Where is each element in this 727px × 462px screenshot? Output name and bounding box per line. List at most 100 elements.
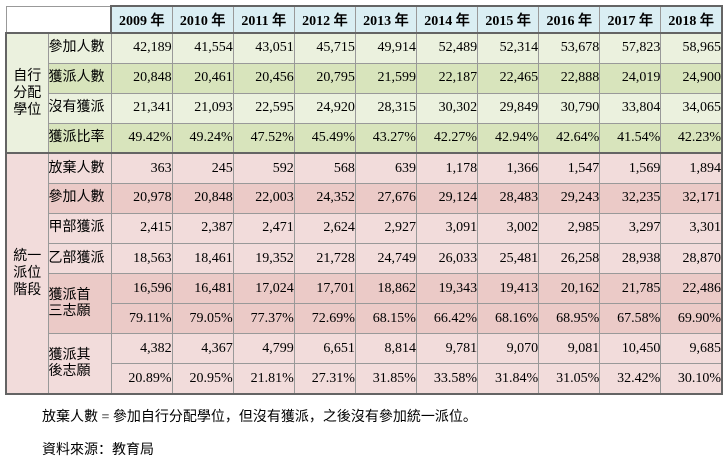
data-cell: 69.90% bbox=[660, 303, 724, 335]
data-cell: 43,051 bbox=[232, 32, 295, 64]
data-cell: 45.49% bbox=[293, 122, 356, 155]
data-cell: 72.69% bbox=[293, 303, 356, 335]
data-cell: 27.31% bbox=[293, 363, 356, 396]
section-label-cell: 自行 分配 學位 bbox=[5, 32, 49, 155]
data-cell: 57,823 bbox=[599, 32, 662, 64]
data-cell: 20,162 bbox=[538, 273, 601, 305]
data-cell: 22,888 bbox=[538, 62, 601, 94]
year-header-cell: 2013 年 bbox=[354, 4, 417, 35]
data-cell: 42.27% bbox=[415, 122, 479, 155]
data-cell: 30,790 bbox=[538, 92, 601, 124]
data-cell: 568 bbox=[293, 152, 356, 184]
data-cell: 26,258 bbox=[538, 242, 601, 275]
year-header-cell: 2009 年 bbox=[109, 4, 173, 35]
data-cell: 53,678 bbox=[538, 32, 601, 64]
data-cell: 41,554 bbox=[171, 32, 234, 64]
data-cell: 17,024 bbox=[232, 273, 295, 305]
data-cell: 16,481 bbox=[171, 273, 234, 305]
data-cell: 30,302 bbox=[415, 92, 479, 124]
allocation-statistics-table: 2009 年 2010 年 2011 年 2012 年 2013 年 2014 年 2015… bbox=[5, 4, 724, 396]
data-cell: 27,676 bbox=[354, 182, 417, 214]
table-row: 乙部獲派 18,563 18,461 19,352 21,728 24,749 26,033… bbox=[6, 242, 724, 275]
row-label-cell: 甲部獲派 bbox=[47, 212, 112, 245]
data-cell: 20,795 bbox=[293, 62, 356, 94]
data-cell: 21,341 bbox=[110, 92, 173, 124]
year-header-cell: 2018 年 bbox=[660, 4, 724, 35]
data-cell: 30.10% bbox=[660, 363, 724, 396]
data-cell: 1,569 bbox=[599, 152, 662, 184]
row-label-cell: 參加人數 bbox=[47, 32, 112, 64]
table-corner-blank bbox=[5, 5, 112, 34]
data-cell: 4,799 bbox=[232, 333, 295, 365]
data-cell: 21.81% bbox=[232, 363, 295, 396]
year-header-cell: 2010 年 bbox=[171, 4, 234, 35]
data-cell: 639 bbox=[354, 152, 417, 184]
data-cell: 20.95% bbox=[171, 363, 234, 396]
row-label-cell: 乙部獲派 bbox=[47, 242, 112, 275]
data-cell: 58,965 bbox=[660, 32, 724, 64]
data-cell: 1,547 bbox=[538, 152, 601, 184]
data-cell: 31.05% bbox=[538, 363, 601, 396]
data-cell: 6,651 bbox=[293, 333, 356, 365]
data-cell: 592 bbox=[232, 152, 295, 184]
data-cell: 68.16% bbox=[477, 303, 540, 335]
note-definition: 放棄人數 = 參加自行分配學位，但沒有獲派，之後沒有參加統一派位。 bbox=[42, 410, 477, 425]
data-cell: 49,914 bbox=[354, 32, 417, 64]
data-cell: 32.42% bbox=[599, 363, 662, 396]
data-cell: 22,486 bbox=[660, 273, 724, 305]
data-cell: 19,413 bbox=[477, 273, 540, 305]
data-cell: 68.95% bbox=[538, 303, 601, 335]
data-cell: 10,450 bbox=[599, 333, 662, 365]
data-cell: 29,849 bbox=[477, 92, 540, 124]
section-label-cell: 統一 派位 階段 bbox=[5, 152, 49, 395]
data-cell: 24,749 bbox=[354, 242, 417, 275]
data-cell: 29,243 bbox=[538, 182, 601, 214]
data-cell: 24,900 bbox=[660, 62, 724, 94]
data-cell: 22,187 bbox=[415, 62, 479, 94]
data-cell: 20.89% bbox=[110, 363, 173, 396]
data-cell: 8,814 bbox=[354, 333, 417, 365]
table-row: 79.11% 79.05% 77.37% 72.69% 68.15% 66.42% 68.1… bbox=[6, 303, 724, 335]
data-cell: 9,070 bbox=[477, 333, 540, 365]
data-cell: 26,033 bbox=[415, 242, 479, 275]
year-header-cell: 2017 年 bbox=[599, 4, 662, 35]
data-cell: 24,920 bbox=[293, 92, 356, 124]
data-cell: 20,461 bbox=[171, 62, 234, 94]
data-cell: 33.58% bbox=[415, 363, 479, 396]
data-cell: 17,701 bbox=[293, 273, 356, 305]
row-label-cell: 放棄人數 bbox=[47, 152, 112, 184]
year-header-cell: 2015 年 bbox=[477, 4, 540, 35]
data-cell: 66.42% bbox=[415, 303, 479, 335]
year-header-cell: 2011 年 bbox=[232, 4, 295, 35]
data-cell: 42.94% bbox=[477, 122, 540, 155]
data-cell: 3,002 bbox=[477, 212, 540, 245]
table-row: 自行 分配 學位 參加人數 42,189 41,554 43,051 45,715 49,9… bbox=[5, 32, 724, 155]
data-cell: 42.64% bbox=[538, 122, 601, 155]
data-cell: 42.23% bbox=[660, 122, 724, 155]
data-cell: 21,785 bbox=[599, 273, 662, 305]
data-cell: 1,894 bbox=[660, 152, 724, 184]
data-cell: 22,003 bbox=[232, 182, 295, 214]
data-cell: 9,685 bbox=[660, 333, 724, 365]
table-row: 統一 派位 階段 放棄人數 363 245 592 568 639 1,178 1,366 1,5… bbox=[5, 152, 724, 395]
data-cell: 31.84% bbox=[477, 363, 540, 396]
data-cell: 2,471 bbox=[232, 212, 295, 245]
year-header-row: 2009 年 2010 年 2011 年 2012 年 2013 年 2014 年 2015… bbox=[5, 4, 724, 35]
data-cell: 2,624 bbox=[293, 212, 356, 245]
data-cell: 67.58% bbox=[599, 303, 662, 335]
row-label-cell: 獲派首 三志願 bbox=[47, 273, 112, 335]
data-cell: 18,461 bbox=[171, 242, 234, 275]
data-cell: 32,235 bbox=[599, 182, 662, 214]
data-cell: 2,985 bbox=[538, 212, 601, 245]
data-cell: 49.24% bbox=[171, 122, 234, 155]
data-cell: 2,415 bbox=[110, 212, 173, 245]
year-header-cell: 2014 年 bbox=[415, 4, 479, 35]
data-cell: 363 bbox=[110, 152, 173, 184]
data-cell: 18,862 bbox=[354, 273, 417, 305]
table-row: 沒有獲派 21,341 21,093 22,595 24,920 28,315 30,302… bbox=[6, 92, 724, 124]
data-cell: 19,352 bbox=[232, 242, 295, 275]
data-cell: 42,189 bbox=[110, 32, 173, 64]
data-cell: 245 bbox=[171, 152, 234, 184]
data-cell: 28,315 bbox=[354, 92, 417, 124]
